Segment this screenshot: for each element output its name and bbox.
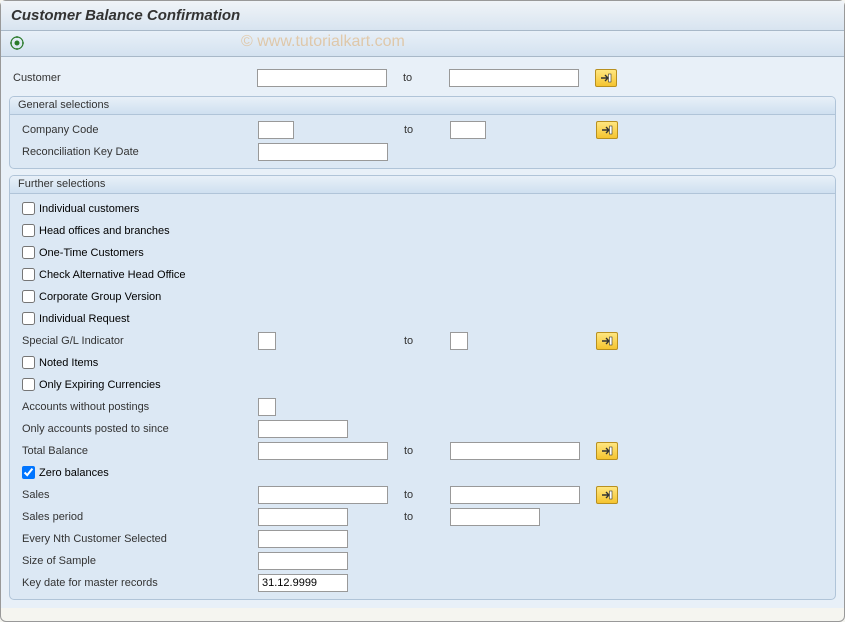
to-label: to — [404, 124, 450, 136]
content: Customer to General selections Company C… — [1, 57, 844, 608]
special-gl-row: Special G/L Indicator to — [10, 330, 835, 351]
sales-period-to-input[interactable] — [450, 508, 540, 526]
customer-from-input[interactable] — [257, 69, 387, 87]
sales-period-row: Sales period to — [10, 506, 835, 527]
total-balance-from-input[interactable] — [258, 442, 388, 460]
accounts-without-postings-input[interactable] — [258, 398, 276, 416]
total-balance-multi-button[interactable] — [596, 442, 618, 460]
total-balance-row: Total Balance to — [10, 440, 835, 461]
expiring-currencies-row: Only Expiring Currencies — [10, 374, 835, 395]
customer-row: Customer to — [9, 67, 836, 88]
alt-head-office-checkbox[interactable] — [22, 268, 35, 281]
zero-balances-checkbox[interactable] — [22, 466, 35, 479]
every-nth-label: Every Nth Customer Selected — [10, 533, 258, 545]
company-code-from-input[interactable] — [258, 121, 294, 139]
to-label: to — [404, 511, 450, 523]
sales-period-from-input[interactable] — [258, 508, 348, 526]
every-nth-row: Every Nth Customer Selected — [10, 528, 835, 549]
sales-label: Sales — [10, 489, 258, 501]
only-accounts-posted-label: Only accounts posted to since — [10, 423, 258, 435]
noted-items-row: Noted Items — [10, 352, 835, 373]
recon-date-input[interactable] — [258, 143, 388, 161]
one-time-row: One-Time Customers — [10, 242, 835, 263]
one-time-checkbox[interactable] — [22, 246, 35, 259]
key-date-row: Key date for master records — [10, 572, 835, 593]
expiring-currencies-label: Only Expiring Currencies — [39, 379, 161, 391]
alt-head-office-label: Check Alternative Head Office — [39, 269, 186, 281]
recon-date-row: Reconciliation Key Date — [10, 141, 835, 162]
total-balance-to-input[interactable] — [450, 442, 580, 460]
special-gl-from-input[interactable] — [258, 332, 276, 350]
watermark: © www.tutorialkart.com — [241, 33, 405, 51]
title-bar: Customer Balance Confirmation — [1, 1, 844, 31]
further-selections-group: Further selections Individual customers … — [9, 175, 836, 600]
to-label: to — [404, 335, 450, 347]
noted-items-label: Noted Items — [39, 357, 98, 369]
expiring-currencies-checkbox[interactable] — [22, 378, 35, 391]
alt-head-office-row: Check Alternative Head Office — [10, 264, 835, 285]
general-selections-header: General selections — [10, 97, 835, 115]
size-of-sample-label: Size of Sample — [10, 555, 258, 567]
only-accounts-posted-row: Only accounts posted to since — [10, 418, 835, 439]
sales-multi-button[interactable] — [596, 486, 618, 504]
corp-group-row: Corporate Group Version — [10, 286, 835, 307]
recon-date-label: Reconciliation Key Date — [10, 146, 258, 158]
to-label: to — [404, 445, 450, 457]
individual-request-label: Individual Request — [39, 313, 130, 325]
noted-items-checkbox[interactable] — [22, 356, 35, 369]
special-gl-label: Special G/L Indicator — [10, 335, 258, 347]
sales-to-input[interactable] — [450, 486, 580, 504]
customer-multi-button[interactable] — [595, 69, 617, 87]
top-section: Customer to — [9, 63, 836, 90]
special-gl-multi-button[interactable] — [596, 332, 618, 350]
toolbar: © www.tutorialkart.com — [1, 31, 844, 57]
sales-from-input[interactable] — [258, 486, 388, 504]
zero-balances-row: Zero balances — [10, 462, 835, 483]
zero-balances-label: Zero balances — [39, 467, 109, 479]
company-code-row: Company Code to — [10, 119, 835, 140]
size-of-sample-input[interactable] — [258, 552, 348, 570]
size-of-sample-row: Size of Sample — [10, 550, 835, 571]
total-balance-label: Total Balance — [10, 445, 258, 457]
one-time-label: One-Time Customers — [39, 247, 144, 259]
individual-request-row: Individual Request — [10, 308, 835, 329]
sales-row: Sales to — [10, 484, 835, 505]
key-date-input[interactable] — [258, 574, 348, 592]
to-label: to — [403, 72, 449, 84]
company-code-to-input[interactable] — [450, 121, 486, 139]
special-gl-to-input[interactable] — [450, 332, 468, 350]
execute-icon[interactable] — [9, 35, 25, 51]
sales-period-label: Sales period — [10, 511, 258, 523]
head-offices-row: Head offices and branches — [10, 220, 835, 241]
accounts-without-postings-row: Accounts without postings — [10, 396, 835, 417]
individual-customers-row: Individual customers — [10, 198, 835, 219]
head-offices-checkbox[interactable] — [22, 224, 35, 237]
head-offices-label: Head offices and branches — [39, 225, 170, 237]
customer-to-input[interactable] — [449, 69, 579, 87]
individual-customers-label: Individual customers — [39, 203, 139, 215]
to-label: to — [404, 489, 450, 501]
corp-group-label: Corporate Group Version — [39, 291, 161, 303]
corp-group-checkbox[interactable] — [22, 290, 35, 303]
company-code-label: Company Code — [10, 124, 258, 136]
further-selections-header: Further selections — [10, 176, 835, 194]
accounts-without-postings-label: Accounts without postings — [10, 401, 258, 413]
individual-request-checkbox[interactable] — [22, 312, 35, 325]
only-accounts-posted-input[interactable] — [258, 420, 348, 438]
key-date-label: Key date for master records — [10, 577, 258, 589]
individual-customers-checkbox[interactable] — [22, 202, 35, 215]
company-code-multi-button[interactable] — [596, 121, 618, 139]
general-selections-group: General selections Company Code to Recon… — [9, 96, 836, 169]
customer-label: Customer — [9, 72, 257, 84]
page-title: Customer Balance Confirmation — [11, 7, 834, 24]
every-nth-input[interactable] — [258, 530, 348, 548]
